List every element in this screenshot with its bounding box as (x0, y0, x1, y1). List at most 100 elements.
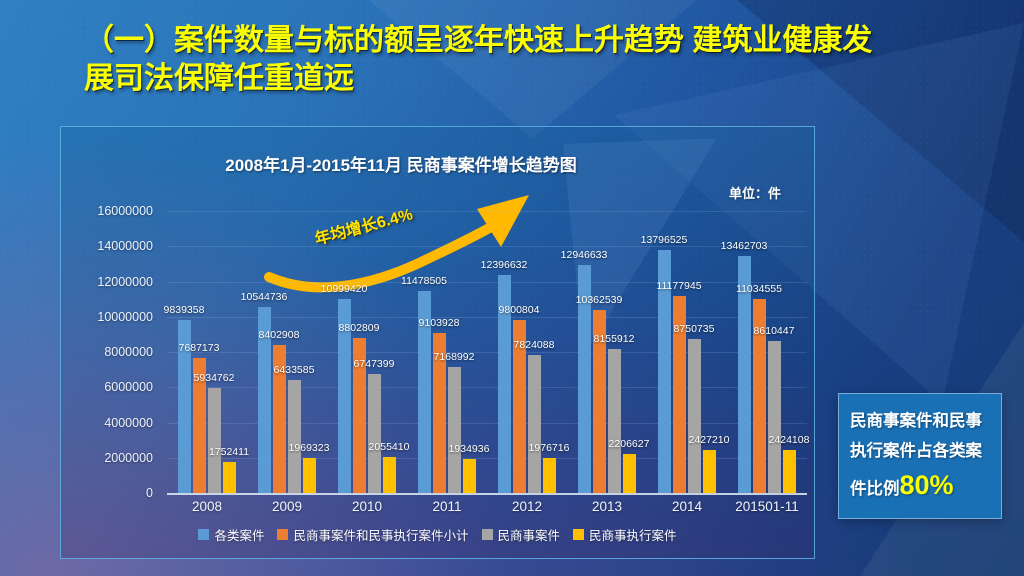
gridline (167, 211, 807, 212)
data-label: 1752411 (208, 446, 250, 459)
info-box: 民商事案件和民事执行案件占各类案 件比例 80% (838, 393, 1002, 519)
bar-series-4 (623, 454, 636, 493)
slide-title-line2: 展司法保障任重道远 (84, 62, 354, 96)
data-label: 8402908 (258, 328, 300, 341)
bar-series-3 (368, 374, 381, 493)
info-box-line2: 件比例 80% (850, 472, 990, 499)
data-label: 13796525 (640, 233, 688, 246)
data-label: 8610447 (753, 325, 795, 338)
bar-series-3 (688, 338, 701, 493)
x-tick-label: 2010 (351, 499, 383, 514)
x-tick-label: 2013 (591, 499, 623, 514)
plot-area: 9839358 7687173 5934762 1752411 10544736 8402… (163, 211, 810, 495)
gridline (167, 316, 807, 318)
y-tick-label: 12000000 (97, 274, 153, 289)
x-axis: 2008 2009 2010 2011 2012 2013 2014 201501-11 (167, 499, 807, 519)
bar-series-4 (303, 458, 316, 493)
bar-series-4 (223, 462, 236, 493)
bar-series-2 (193, 357, 206, 493)
y-tick-label: 2000000 (104, 450, 153, 465)
x-tick-label: 2008 (191, 499, 223, 514)
bar-series-1 (418, 290, 431, 493)
legend-swatch-icon (573, 529, 585, 540)
bar-series-2 (673, 296, 686, 493)
bar-series-1 (338, 299, 351, 493)
gridline (167, 281, 807, 283)
legend-swatch-icon (481, 529, 493, 540)
bar-series-2 (753, 298, 766, 493)
data-label: 10999420 (320, 283, 368, 296)
y-tick-label: 8000000 (104, 345, 153, 359)
gridline (167, 457, 807, 459)
bar-series-1 (178, 319, 191, 493)
data-label: 11034555 (736, 282, 782, 295)
legend: 各类案件 民商事案件和民事执行案件小计 民商事案件 民商事执行案件 (61, 525, 814, 544)
bar-series-2 (513, 320, 526, 493)
x-tick-label: 2012 (511, 499, 543, 514)
trend-arrow-icon (264, 195, 529, 293)
y-tick-label: 4000000 (104, 415, 153, 430)
bar-series-3 (608, 349, 621, 493)
bar-series-4 (703, 450, 716, 493)
bar-series-4 (383, 456, 396, 493)
data-label: 10362539 (575, 294, 623, 307)
data-label: 2427210 (688, 434, 730, 447)
legend-item: 各类案件 (198, 525, 264, 544)
data-label: 2206627 (608, 438, 650, 451)
bar-series-3 (528, 355, 541, 493)
chart-title: 2008年1月-2015年11月 民商事案件增长趋势图 (225, 156, 577, 175)
bar-series-3 (448, 366, 461, 493)
bar-series-2 (433, 332, 446, 493)
x-tick-label: 2009 (271, 499, 303, 514)
bar-series-4 (543, 458, 556, 493)
data-label: 2424108 (768, 434, 810, 447)
x-tick-label: 2014 (671, 499, 703, 514)
legend-label: 民商事案件和民事执行案件小计 (293, 529, 469, 543)
y-tick-label: 0 (146, 486, 153, 500)
bar-series-2 (353, 337, 366, 493)
chart-panel: 2008年1月-2015年11月 民商事案件增长趋势图 单位：件 年均增长6.4… (60, 126, 815, 559)
data-label: 7687173 (178, 341, 220, 354)
bar-series-1 (738, 255, 751, 493)
data-label: 12396632 (480, 258, 528, 271)
data-label: 12946633 (560, 248, 608, 261)
legend-label: 各类案件 (214, 529, 265, 543)
slide-title: （一）案件数量与标的额呈逐年快速上升趋势 建筑业健康发 展司法保障任重道远 (84, 22, 1000, 99)
legend-item: 民商事案件 (481, 525, 560, 544)
x-tick-label: 201501-11 (735, 499, 799, 514)
bar-series-3 (768, 341, 781, 493)
gridline (167, 352, 807, 353)
legend-item: 民商事案件和民事执行案件小计 (277, 525, 469, 544)
gridline (167, 422, 807, 424)
gridline (167, 387, 807, 389)
legend-label: 民商事执行案件 (589, 529, 677, 543)
x-tick-label: 2011 (432, 499, 462, 514)
bar-series-1 (498, 274, 511, 493)
data-label: 1934936 (448, 442, 490, 455)
data-label: 7824088 (513, 339, 555, 352)
bar-series-4 (783, 450, 796, 493)
data-label: 9800804 (498, 304, 540, 317)
y-tick-label: 14000000 (97, 239, 153, 254)
gridline (167, 246, 807, 248)
y-tick-label: 6000000 (104, 380, 153, 395)
slide-title-line1: （一）案件数量与标的额呈逐年快速上升趋势 建筑业健康发 (84, 24, 873, 57)
info-box-text2: 件比例 (850, 480, 900, 499)
legend-swatch-icon (277, 529, 289, 540)
data-label: 2055410 (368, 440, 410, 453)
info-box-text: 民商事案件和民事执行案件占各类案 (850, 412, 982, 460)
unit-label: 单位：件 (729, 186, 782, 201)
data-label: 13462703 (720, 239, 768, 252)
bar-series-1 (578, 264, 591, 493)
bar-series-1 (258, 307, 271, 493)
data-label: 5934762 (193, 372, 235, 385)
legend-swatch-icon (198, 529, 210, 540)
data-label: 11478505 (401, 274, 447, 287)
y-tick-label: 16000000 (97, 204, 153, 218)
bar-series-2 (593, 310, 606, 493)
data-label: 9839358 (163, 303, 205, 316)
data-label: 8155912 (593, 333, 635, 346)
data-label: 9103928 (418, 316, 460, 329)
bar-series-4 (463, 458, 476, 493)
